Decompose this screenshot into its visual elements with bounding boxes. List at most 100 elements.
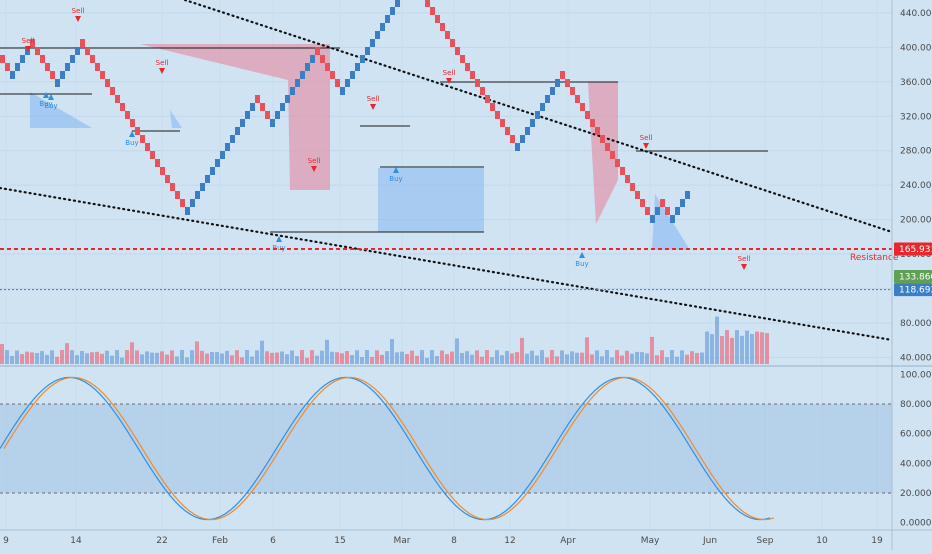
renko-brick-up xyxy=(280,103,285,111)
time-tick-label: May xyxy=(641,536,660,546)
renko-brick-down xyxy=(80,39,85,47)
renko-brick-up xyxy=(395,0,400,7)
price-tick-label: 320.000 xyxy=(900,112,932,122)
volume-bar xyxy=(150,352,154,364)
volume-bar xyxy=(275,352,279,364)
volume-bar xyxy=(25,351,29,364)
renko-brick-down xyxy=(445,31,450,39)
renko-brick-down xyxy=(50,71,55,79)
renko-brick-up xyxy=(205,175,210,183)
volume-bar xyxy=(190,350,194,364)
volume-bar xyxy=(425,357,429,364)
lower-trend-line xyxy=(0,186,894,342)
renko-brick-up xyxy=(545,95,550,103)
renko-brick-up xyxy=(190,199,195,207)
time-tick-label: Sep xyxy=(757,536,774,546)
volume-bar xyxy=(335,352,339,364)
renko-brick-up xyxy=(520,135,525,143)
volume-bar xyxy=(5,350,9,364)
renko-brick-down xyxy=(260,103,265,111)
volume-bar xyxy=(355,350,359,364)
price-tick-label: 200.000 xyxy=(900,216,932,226)
renko-brick-up xyxy=(215,159,220,167)
renko-brick-up xyxy=(655,207,660,215)
sell-signal-label: Sell xyxy=(156,59,169,67)
renko-brick-down xyxy=(0,55,5,63)
renko-brick-down xyxy=(175,191,180,199)
renko-brick-up xyxy=(210,167,215,175)
renko-brick-up xyxy=(370,39,375,47)
volume-bar xyxy=(625,350,629,364)
volume-bar xyxy=(730,337,734,364)
price-tick-label: 400.000 xyxy=(900,43,932,53)
volume-bar xyxy=(385,351,389,364)
buy-signal: Buy xyxy=(125,131,139,147)
sell-arrow-icon xyxy=(159,68,165,74)
oscillator-panel xyxy=(0,403,892,494)
renko-brick-up xyxy=(185,207,190,215)
renko-brick-down xyxy=(130,119,135,127)
renko-brick-down xyxy=(660,199,665,207)
renko-brick-down xyxy=(595,127,600,135)
time-tick-label: Mar xyxy=(394,536,411,546)
volume-bar xyxy=(320,350,324,364)
renko-brick-up xyxy=(270,119,275,127)
volume-bar xyxy=(185,357,189,364)
volume-bar xyxy=(295,356,299,364)
renko-brick-up xyxy=(65,63,70,71)
renko-brick-down xyxy=(560,71,565,79)
oscillator-band xyxy=(0,404,892,493)
renko-brick-down xyxy=(255,95,260,103)
volume-bar xyxy=(760,332,764,364)
volume-bar xyxy=(530,350,534,364)
renko-brick-down xyxy=(35,47,40,55)
renko-brick-down xyxy=(45,63,50,71)
renko-brick-up xyxy=(310,55,315,63)
renko-brick-up xyxy=(350,71,355,79)
volume-bar xyxy=(40,351,44,364)
renko-brick-up xyxy=(365,47,370,55)
volume-bar xyxy=(480,356,484,364)
volume-bar xyxy=(450,351,454,364)
volume-bar xyxy=(380,354,384,364)
resistance-badge-value: 165.931 xyxy=(899,245,932,255)
volume-bar xyxy=(655,355,659,364)
renko-brick-up xyxy=(240,119,245,127)
renko-brick-down xyxy=(450,39,455,47)
volume-bar xyxy=(345,351,349,364)
volume-bar xyxy=(35,353,39,364)
volume-bar xyxy=(260,340,264,364)
renko-brick-down xyxy=(320,55,325,63)
oscillator-axis-ticks: 100.0000 80.0000 60.0000 40.0000 20.0000 0.00… xyxy=(900,370,932,528)
volume-bar xyxy=(495,350,499,364)
price-tick-label: 440.000 xyxy=(900,9,932,19)
volume-bar xyxy=(145,351,149,364)
signal-shade xyxy=(378,168,484,232)
volume-bar xyxy=(635,351,639,364)
renko-brick-up xyxy=(275,111,280,119)
renko-brick-down xyxy=(665,207,670,215)
price-tick-label: 280.000 xyxy=(900,147,932,157)
time-tick-label: 10 xyxy=(816,536,828,546)
volume-bar xyxy=(30,352,34,364)
sell-signal: Sell xyxy=(22,37,34,52)
renko-brick-down xyxy=(505,127,510,135)
price-badges: 133.860 118.692 165.931 xyxy=(894,242,932,297)
renko-brick-down xyxy=(425,0,430,7)
volume-bar xyxy=(595,350,599,364)
volume-bar xyxy=(95,351,99,364)
volume-bar xyxy=(75,355,79,364)
volume-bar xyxy=(755,331,759,364)
time-tick-label: Apr xyxy=(560,536,576,546)
renko-brick-up xyxy=(195,191,200,199)
volume-bar xyxy=(135,350,139,364)
upper-badge-bg xyxy=(894,270,932,284)
volume-bar xyxy=(400,351,404,364)
renko-brick-up xyxy=(390,7,395,15)
renko-brick-down xyxy=(605,143,610,151)
time-tick-label: 12 xyxy=(504,536,515,546)
volume-bar xyxy=(230,355,234,364)
renko-brick-down xyxy=(160,167,165,175)
volume-bar xyxy=(300,350,304,364)
volume-bar xyxy=(520,337,524,364)
